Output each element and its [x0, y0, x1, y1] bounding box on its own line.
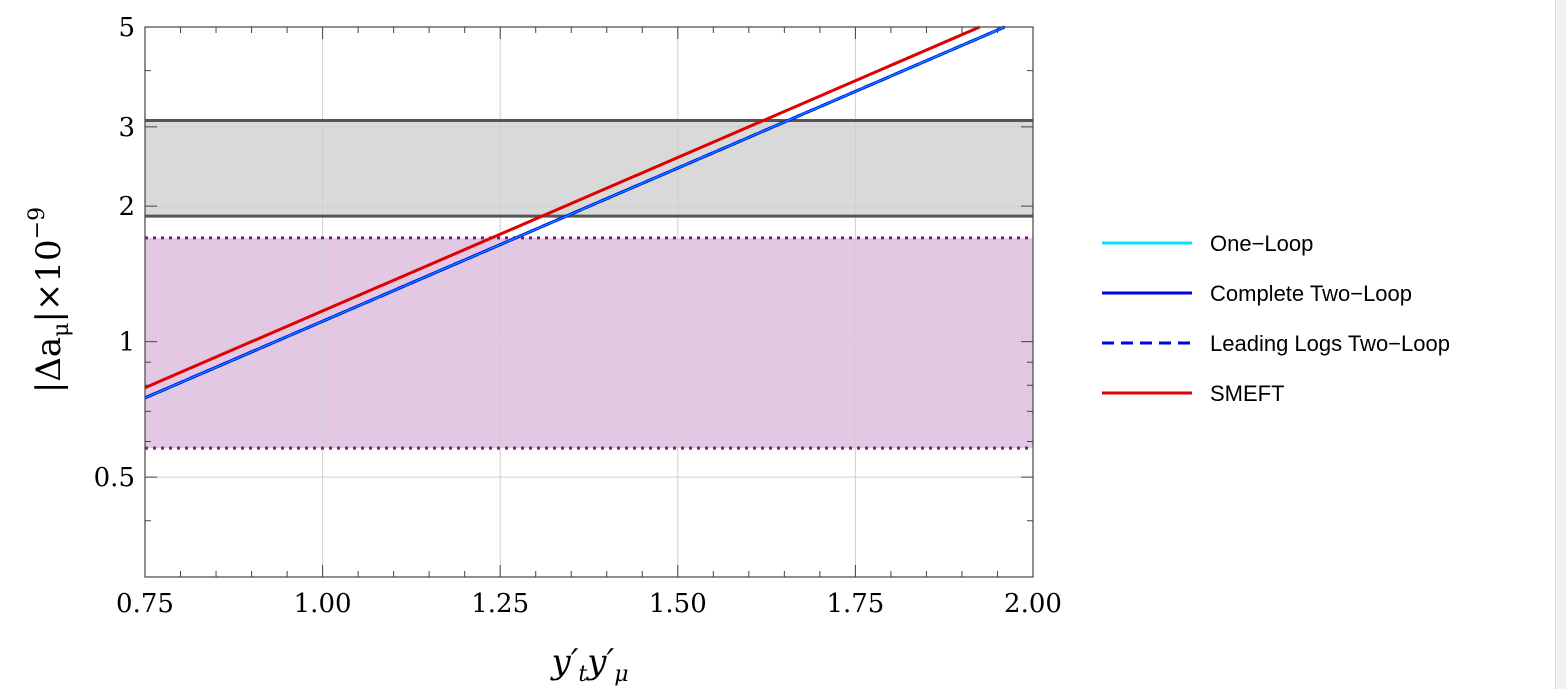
y-axis-title: |Δaμ|×10−9: [25, 207, 74, 393]
series-line-one-loop: [144, 26, 1005, 399]
x-tick-label: 1.75: [826, 589, 884, 619]
x-tick-label: 2.00: [1004, 589, 1062, 619]
window-edge: [1555, 0, 1566, 689]
legend-label: One−Loop: [1210, 231, 1313, 256]
ticks-layer: [144, 26, 1034, 578]
band-edges-layer: [145, 118, 1033, 450]
legend-label: SMEFT: [1210, 381, 1285, 406]
x-tick-label: 1.00: [294, 589, 352, 619]
y-tick-label: 5: [118, 13, 135, 43]
x-tick-label: 0.75: [116, 589, 174, 619]
plot-frame: [144, 26, 1034, 578]
x-tick-label: 1.50: [649, 589, 707, 619]
legend-label: Complete Two−Loop: [1210, 281, 1412, 306]
legend-label: Leading Logs Two−Loop: [1210, 331, 1450, 356]
gray-band: [145, 120, 1033, 217]
bands-layer: [145, 120, 1033, 449]
purple-band: [145, 237, 1033, 449]
y-tick-label: 2: [118, 192, 135, 222]
x-tick-label: 1.25: [471, 589, 529, 619]
series-layer: [144, 25, 1006, 400]
legend: One−Loop Complete Two−Loop Leading Logs Tw…: [1102, 231, 1450, 406]
tick-labels-layer: 0.75 1.00 1.25 1.50 1.75 2.00 0.5 1 2 3 5: [94, 13, 1062, 619]
y-tick-label: 1: [118, 328, 135, 358]
y-tick-label: 3: [118, 113, 135, 143]
y-tick-label: 0.5: [94, 463, 135, 493]
series-line-smeft: [144, 25, 981, 390]
x-axis-title: y′ty′μ: [549, 642, 628, 687]
